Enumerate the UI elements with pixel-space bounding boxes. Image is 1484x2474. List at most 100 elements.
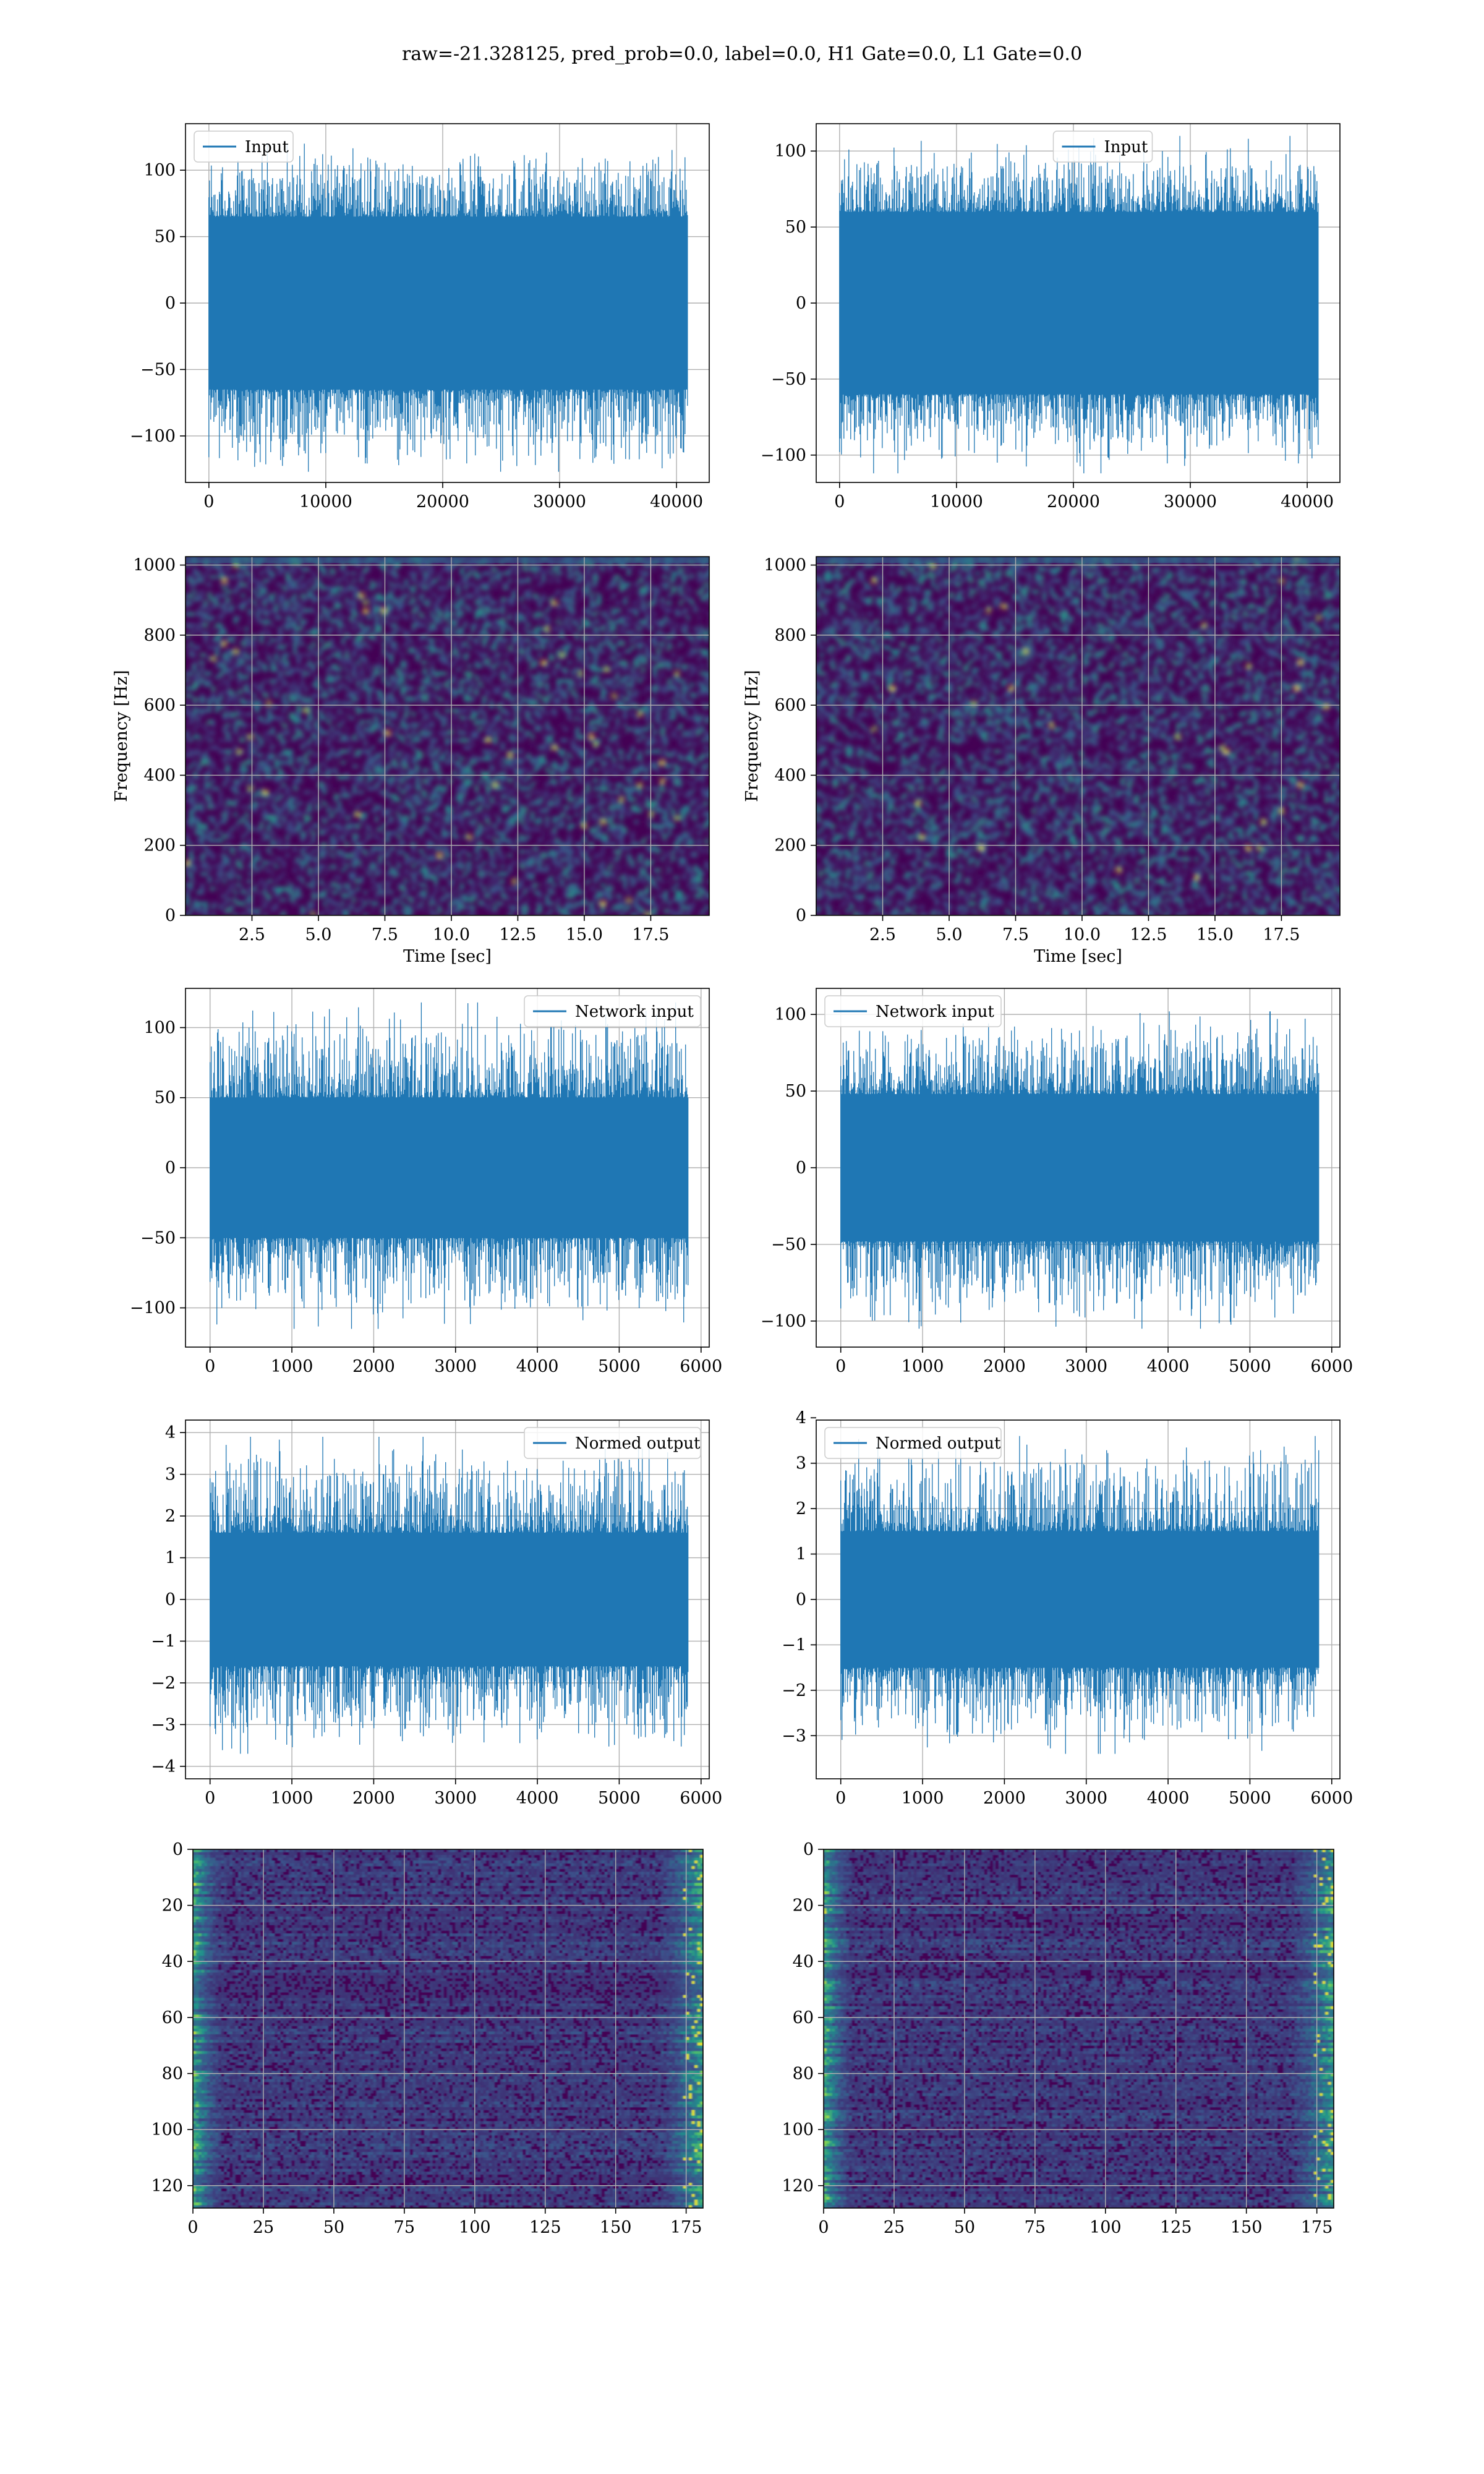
y-tick-label: −3 [151,1715,176,1734]
legend-box [524,995,701,1027]
y-tick-label: 1000 [764,556,806,575]
spectrogram-image [186,557,709,915]
plot-area [193,1849,703,2208]
spectrogram-image [816,557,1340,915]
x-tick-label: 0 [835,1789,846,1808]
x-tick-label: 4000 [516,1789,559,1808]
x-tick-label: 2000 [352,1789,395,1808]
chart-spectrogram-h1: 2.5 5.0 7.5 10.0 12.5 15.0 17.5 0 200 400 600 800 10… [112,556,710,966]
x-tick-label: 30000 [533,492,586,511]
x-tick-label: 175 [1301,2218,1333,2237]
y-tick-label: 50 [155,228,176,247]
y-tick-label: −100 [130,1299,176,1318]
x-tick-label: 75 [1025,2218,1046,2237]
x-tick-label: 175 [670,2218,702,2237]
x-tick-label: 6000 [680,1789,722,1808]
y-tick-label: 0 [803,1840,814,1859]
y-tick-label: 0 [796,294,806,313]
signal-line [210,1002,689,1329]
y-tick-label: −4 [151,1757,176,1776]
signal-line [839,135,1319,474]
y-tick-label: −100 [761,446,806,465]
x-tick-label: 3000 [1065,1789,1107,1808]
legend-box [194,131,294,163]
x-tick-label: 12.5 [499,925,536,944]
x-tick-label: 7.5 [372,925,398,944]
y-tick-label: 60 [793,2008,814,2027]
legend: Normed output [824,1427,1002,1459]
x-tick-label: 50 [954,2218,975,2237]
signal-line [208,143,688,472]
x-tick-label: 20000 [416,492,469,511]
x-tick-label: 0 [203,492,214,511]
feature-image [193,1849,703,2208]
legend-box [524,1427,701,1459]
chart-network-input-h1: 0 1000 2000 3000 4000 5000 6000 −100 −50 0 50 100 Ne… [130,988,722,1376]
x-tick-label: 5.0 [936,925,962,944]
x-tick-label: 40000 [1281,492,1334,511]
y-tick-label: 4 [165,1423,176,1442]
y-tick-label: 1 [165,1549,176,1568]
y-tick-label: 600 [774,696,806,715]
axes-frame [192,1849,704,2209]
x-tick-label: 7.5 [1002,925,1029,944]
feature-image [824,1849,1334,2208]
legend: Input [1052,131,1153,163]
x-tick-label: 75 [394,2218,415,2237]
y-tick-label: −3 [782,1726,806,1745]
x-tick-label: 2000 [983,1789,1026,1808]
y-tick-label: −100 [130,427,176,446]
y-tick-label: 100 [143,1018,176,1037]
y-tick-label: 0 [165,1590,176,1609]
y-tick-label: 0 [165,1158,176,1178]
x-tick-label: 150 [600,2218,632,2237]
y-tick-label: 800 [774,626,806,645]
y-tick-label: 60 [162,2008,183,2027]
x-tick-label: 10000 [930,492,983,511]
plot-area [186,124,709,482]
x-tick-label: 5000 [1229,1357,1271,1376]
grid-lines [816,557,1340,915]
x-tick-label: 25 [253,2218,274,2237]
legend-label: Network input [876,1003,994,1021]
y-tick-label: 0 [165,294,176,313]
y-tick-label: 400 [143,766,176,785]
chart-normed-output-l1: 0 1000 2000 3000 4000 5000 6000 −3 −2 −1 0 1 2 3 4 Norm… [782,1408,1353,1808]
x-tick-label: 30000 [1164,492,1217,511]
legend-label: Input [245,138,289,156]
x-tick-label: 4000 [516,1357,559,1376]
y-tick-label: 1 [796,1545,806,1564]
y-tick-label: −2 [151,1674,176,1693]
legend-label: Network input [575,1003,694,1021]
y-tick-label: 3 [796,1454,806,1473]
y-tick-label: 50 [785,1082,806,1101]
grid-lines [186,557,709,915]
legend-label: Input [1104,138,1148,156]
y-tick-label: 400 [774,766,806,785]
y-tick-label: 120 [782,2177,814,2196]
x-tick-label: 0 [835,1357,846,1376]
grid-lines [193,1849,703,2208]
x-tick-label: 125 [529,2218,561,2237]
x-tick-label: 0 [187,2218,198,2237]
y-tick-label: −50 [140,1228,176,1248]
legend: Network input [824,995,1002,1027]
x-tick-label: 10.0 [433,925,470,944]
x-tick-label: 5000 [598,1789,641,1808]
x-tick-label: 3000 [434,1357,477,1376]
x-tick-label: 5000 [1229,1789,1271,1808]
x-tick-label: 2000 [352,1357,395,1376]
y-tick-label: 800 [143,626,176,645]
legend-label: Normed output [575,1434,701,1453]
y-tick-label: 4 [796,1408,806,1427]
x-tick-label: 17.5 [1263,925,1300,944]
signal-line [210,1437,689,1754]
y-tick-label: 120 [151,2177,183,2196]
x-tick-label: 5000 [598,1357,641,1376]
x-tick-label: 10000 [299,492,352,511]
x-tick-label: 5.0 [305,925,331,944]
x-tick-label: 0 [205,1789,215,1808]
plot-area [186,557,709,915]
x-tick-label: 6000 [680,1357,722,1376]
